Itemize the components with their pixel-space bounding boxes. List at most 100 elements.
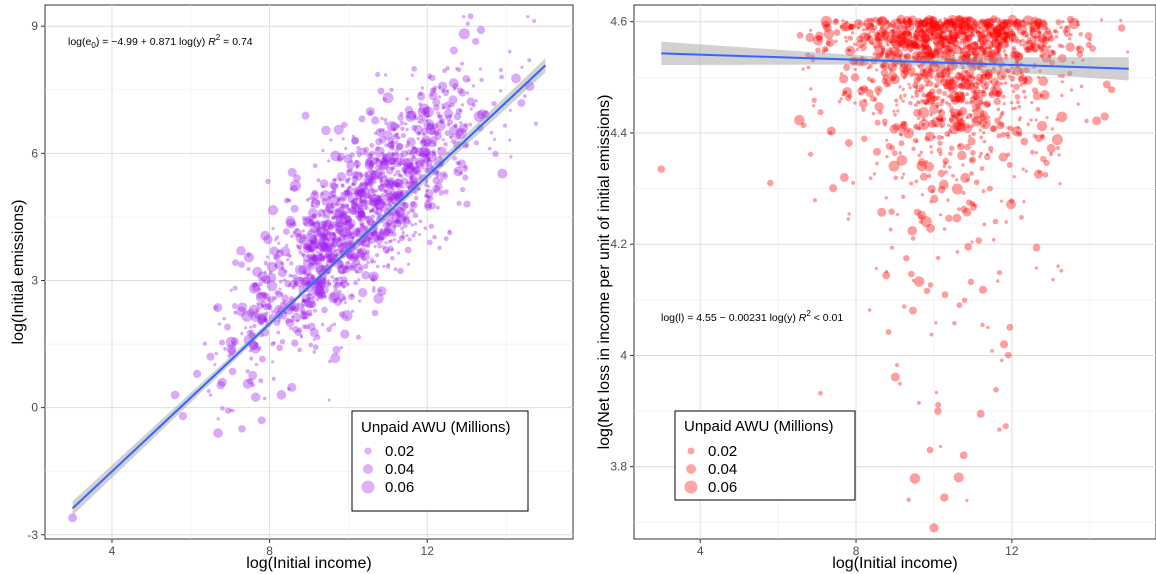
- data-point: [381, 245, 386, 250]
- data-point: [375, 159, 383, 167]
- data-point: [279, 292, 284, 296]
- data-point: [455, 127, 467, 139]
- data-point: [1031, 43, 1035, 48]
- data-point: [970, 240, 974, 244]
- data-point: [900, 41, 905, 47]
- data-point: [256, 313, 267, 324]
- data-point: [942, 44, 946, 49]
- data-point: [337, 230, 342, 235]
- data-point: [458, 170, 464, 176]
- data-point: [373, 293, 384, 304]
- data-point: [420, 127, 429, 136]
- data-point: [441, 106, 445, 110]
- data-point: [344, 215, 352, 223]
- data-point: [960, 99, 965, 103]
- data-point: [367, 154, 373, 160]
- data-point: [378, 135, 387, 144]
- data-point: [973, 53, 984, 64]
- data-point: [847, 35, 853, 41]
- data-point: [507, 49, 512, 54]
- data-point: [259, 276, 263, 280]
- data-point: [402, 162, 408, 168]
- data-point: [313, 234, 317, 239]
- data-point: [1001, 25, 1005, 30]
- data-point: [1002, 18, 1012, 29]
- data-point: [330, 190, 337, 196]
- data-point: [877, 88, 881, 92]
- data-point: [961, 51, 965, 55]
- data-point: [384, 121, 388, 126]
- data-point: [364, 169, 377, 181]
- data-point: [1055, 145, 1061, 151]
- data-point: [896, 109, 900, 113]
- data-point: [993, 31, 998, 36]
- data-point: [973, 27, 978, 32]
- data-point: [1004, 68, 1009, 73]
- data-point: [983, 100, 991, 108]
- data-point: [1011, 45, 1016, 50]
- data-point: [914, 72, 919, 77]
- data-point: [266, 261, 278, 273]
- data-point: [417, 107, 427, 117]
- data-point: [293, 274, 298, 280]
- data-point: [365, 243, 371, 248]
- data-point: [306, 232, 318, 243]
- data-point: [420, 165, 426, 170]
- data-point: [311, 286, 322, 297]
- data-point: [914, 20, 921, 28]
- data-point: [843, 63, 851, 72]
- data-point: [990, 40, 994, 45]
- data-point: [411, 147, 419, 155]
- data-point: [409, 200, 418, 209]
- data-point: [901, 99, 905, 103]
- data-point: [919, 172, 928, 181]
- data-point: [324, 252, 330, 258]
- data-point: [331, 215, 336, 220]
- data-point: [404, 246, 412, 254]
- data-point: [226, 344, 237, 354]
- data-point: [362, 187, 370, 195]
- data-point: [343, 226, 348, 231]
- data-point: [901, 87, 905, 91]
- data-point: [1004, 220, 1008, 224]
- data-point: [427, 195, 431, 200]
- data-point: [314, 281, 321, 289]
- data-point: [917, 64, 921, 68]
- data-point: [328, 259, 332, 263]
- data-point: [308, 248, 312, 252]
- data-point: [382, 153, 391, 163]
- data-point: [953, 472, 964, 483]
- data-point: [1004, 351, 1012, 359]
- data-point: [1004, 27, 1016, 39]
- data-point: [920, 193, 925, 197]
- data-point: [431, 87, 437, 93]
- data-point: [365, 152, 370, 157]
- data-point: [967, 54, 971, 58]
- data-point: [446, 123, 451, 127]
- data-point: [1000, 81, 1004, 86]
- data-point: [401, 166, 408, 174]
- data-point: [332, 322, 337, 327]
- data-point: [478, 67, 482, 71]
- data-point: [426, 194, 430, 199]
- data-point: [227, 347, 236, 356]
- data-point: [350, 183, 355, 187]
- data-point: [907, 82, 911, 86]
- data-point: [484, 110, 488, 114]
- data-point: [305, 245, 313, 252]
- data-point: [400, 174, 404, 179]
- data-point: [958, 83, 966, 90]
- data-point: [467, 78, 471, 82]
- data-point: [447, 230, 453, 236]
- data-point: [319, 242, 330, 253]
- data-point: [330, 182, 339, 191]
- data-point: [959, 49, 969, 58]
- data-point: [1016, 24, 1028, 36]
- data-point: [867, 26, 871, 30]
- data-point: [363, 215, 367, 219]
- data-point: [331, 222, 335, 227]
- data-point: [965, 199, 973, 206]
- data-point: [374, 189, 379, 193]
- data-point: [382, 264, 386, 268]
- data-point: [889, 124, 899, 134]
